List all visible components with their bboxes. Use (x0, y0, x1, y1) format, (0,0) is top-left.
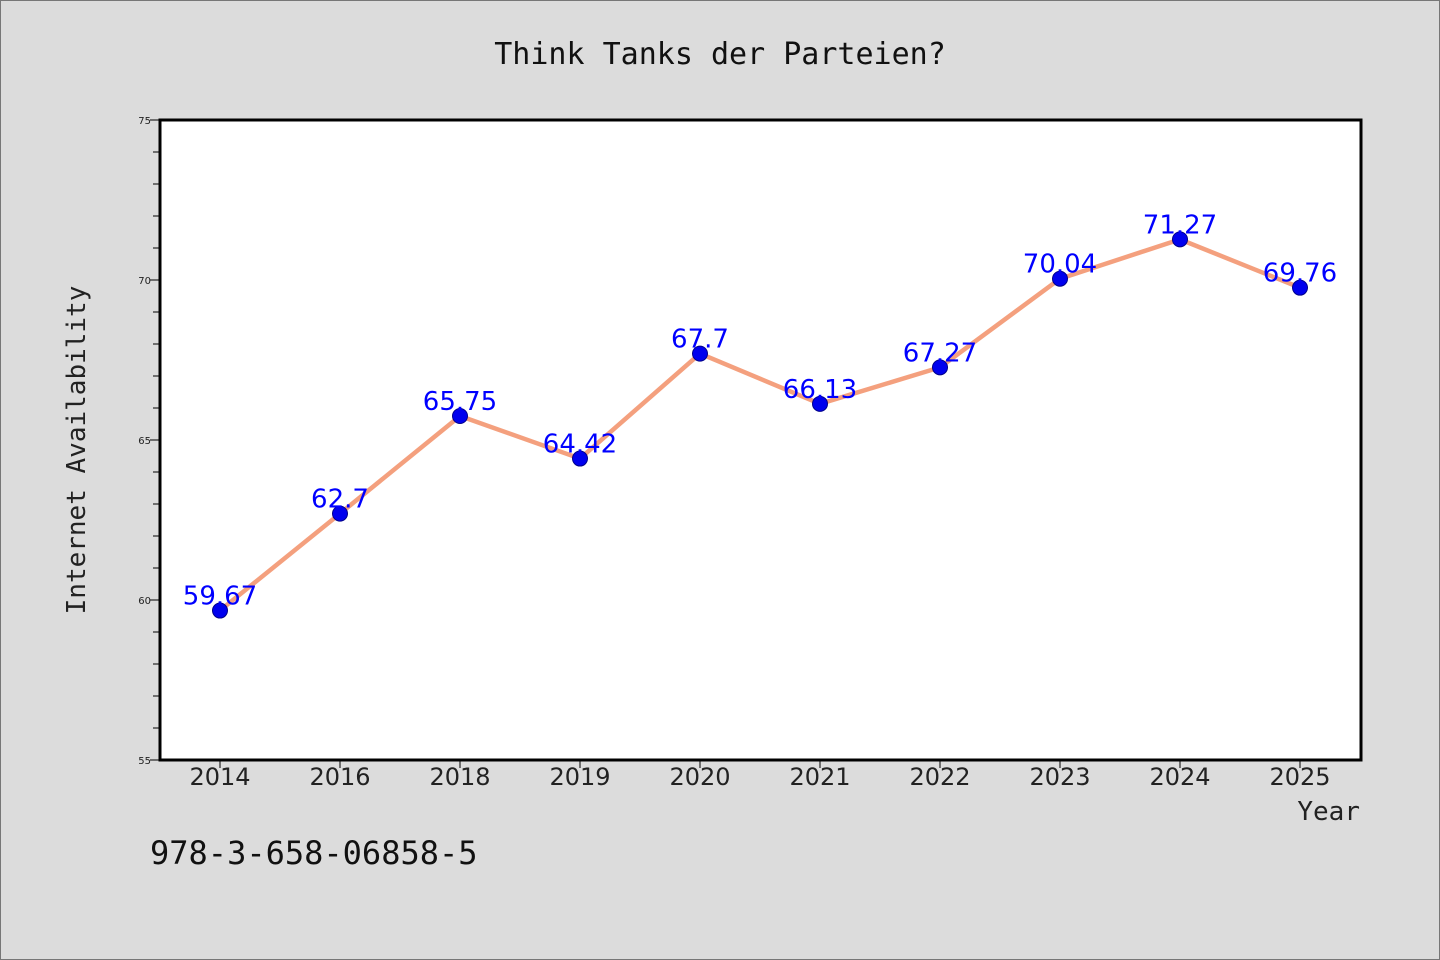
data-label: 64.42 (543, 430, 617, 460)
data-labels: 59.67 62.7 65.75 64.42 67.7 66.13 67.27 70.04 71… (183, 210, 1337, 611)
series-markers (212, 231, 1308, 619)
series-line (218, 237, 1301, 613)
x-tick-label: 2024 (1149, 763, 1210, 791)
x-axis: 2014 2016 2018 2019 2020 2021 2022 2023 2024 2025 (189, 760, 1331, 791)
y-axis-label: Internet Availability (62, 286, 92, 615)
y-axis: 55 60 65 70 75 (138, 116, 160, 767)
data-point (1292, 279, 1308, 296)
data-label: 67.27 (903, 338, 977, 368)
x-tick-label: 2019 (549, 763, 610, 791)
data-point (572, 450, 588, 467)
data-point (1052, 270, 1068, 287)
data-label: 59.67 (183, 582, 257, 612)
data-point (692, 345, 708, 362)
data-label: 66.13 (783, 375, 857, 405)
data-point (212, 602, 228, 619)
y-tick-label: 60 (138, 596, 151, 607)
y-tick-label: 75 (138, 116, 151, 127)
x-tick-label: 2020 (669, 763, 730, 791)
x-axis-label: Year (1297, 797, 1360, 827)
plot-area (158, 118, 1363, 762)
data-label: 67.7 (671, 325, 729, 355)
y-tick-label: 65 (138, 436, 151, 447)
data-point (332, 505, 348, 522)
data-point (932, 359, 948, 376)
data-label: 71.27 (1143, 210, 1217, 240)
x-tick-label: 2022 (909, 763, 970, 791)
data-label: 69.76 (1263, 259, 1337, 289)
x-tick-label: 2021 (789, 763, 850, 791)
data-point (452, 408, 468, 424)
x-tick-label: 2023 (1029, 763, 1090, 791)
chart-title: Think Tanks der Parteien? (494, 37, 946, 72)
data-label: 70.04 (1023, 250, 1097, 280)
x-tick-label: 2014 (189, 763, 250, 791)
data-label: 62.7 (311, 485, 369, 515)
isbn-annotation: 978-3-658-06858-5 (150, 834, 478, 872)
x-tick-label: 2016 (309, 763, 370, 791)
y-tick-label: 55 (138, 756, 151, 767)
x-tick-label: 2025 (1269, 763, 1330, 791)
data-label: 65.75 (423, 387, 497, 417)
data-point (1172, 231, 1188, 248)
data-point (812, 395, 828, 412)
x-tick-label: 2018 (429, 763, 490, 791)
y-tick-label: 70 (138, 276, 151, 287)
